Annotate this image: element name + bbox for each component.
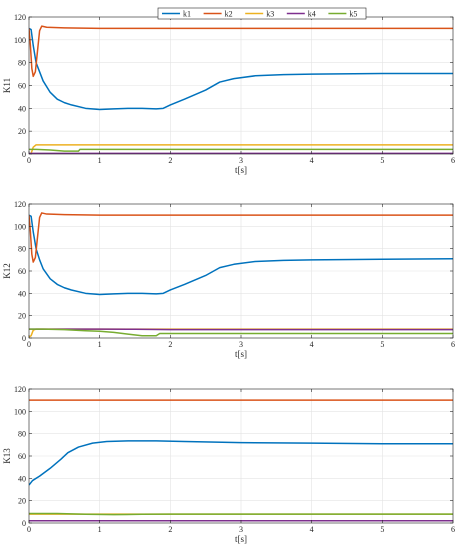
x-tick-label: 2: [168, 340, 172, 349]
series-line-k5: [29, 512, 453, 516]
x-tick-label: 3: [239, 156, 243, 165]
y-tick-label: 120: [14, 13, 26, 22]
y-tick-label: 0: [22, 519, 26, 528]
y-tick-label: 40: [18, 474, 26, 483]
x-tick-label: 5: [380, 525, 384, 534]
y-tick-label: 20: [18, 127, 26, 136]
legend: k1 k2 k3 k4 k5: [157, 7, 367, 20]
y-tick-label: 120: [14, 385, 26, 394]
y-tick-label: 20: [18, 497, 26, 506]
series-line-k5: [29, 148, 453, 152]
x-tick-label: 3: [239, 340, 243, 349]
y-tick-label: 0: [22, 150, 26, 159]
x-axis-label: t[s]: [235, 534, 247, 544]
legend-label-k5: k5: [349, 10, 357, 19]
x-tick-label: 1: [98, 525, 102, 534]
x-tick-label: 1: [98, 340, 102, 349]
y-tick-label: 80: [18, 245, 26, 254]
y-tick-label: 100: [14, 222, 26, 231]
x-tick-label: 5: [380, 156, 384, 165]
series-line-k2: [29, 212, 453, 263]
y-tick-label: 80: [18, 59, 26, 68]
y-tick-label: 60: [18, 267, 26, 276]
x-axis-label: t[s]: [235, 349, 247, 359]
x-tick-label: 0: [27, 525, 31, 534]
x-axis-label: t[s]: [235, 165, 247, 175]
legend-label-k1: k1: [183, 10, 191, 19]
y-tick-label: 0: [22, 334, 26, 343]
y-tick-label: 40: [18, 104, 26, 113]
y-tick-label: 100: [14, 407, 26, 416]
y-axis-label: K12: [2, 263, 12, 279]
x-tick-label: 0: [27, 340, 31, 349]
series-line-k1: [29, 27, 453, 111]
series-line-k4: [29, 328, 453, 331]
y-tick-label: 60: [18, 452, 26, 461]
y-tick-label: 60: [18, 82, 26, 91]
y-axis-label: K13: [2, 448, 12, 464]
series-line-k1: [29, 440, 453, 486]
x-tick-label: 4: [310, 525, 314, 534]
y-tick-label: 80: [18, 430, 26, 439]
legend-label-k4: k4: [308, 10, 316, 19]
y-tick-label: 100: [14, 36, 26, 45]
y-tick-label: 120: [14, 200, 26, 209]
x-tick-label: 4: [310, 340, 314, 349]
x-tick-label: 2: [168, 156, 172, 165]
x-tick-label: 5: [380, 340, 384, 349]
series-line-k2: [29, 25, 453, 78]
legend-label-k2: k2: [225, 10, 233, 19]
x-tick-label: 6: [451, 525, 455, 534]
x-tick-label: 4: [310, 156, 314, 165]
x-tick-label: 6: [451, 156, 455, 165]
y-tick-label: 40: [18, 289, 26, 298]
series-line-k1: [29, 214, 453, 296]
x-tick-label: 1: [98, 156, 102, 165]
series-line-k5: [29, 328, 453, 337]
x-tick-label: 2: [168, 525, 172, 534]
series-group: [29, 212, 453, 338]
legend-label-k3: k3: [266, 10, 274, 19]
x-tick-label: 3: [239, 525, 243, 534]
y-axis-label: K11: [2, 78, 12, 93]
y-tick-label: 20: [18, 312, 26, 321]
x-tick-label: 0: [27, 156, 31, 165]
x-tick-label: 6: [451, 340, 455, 349]
